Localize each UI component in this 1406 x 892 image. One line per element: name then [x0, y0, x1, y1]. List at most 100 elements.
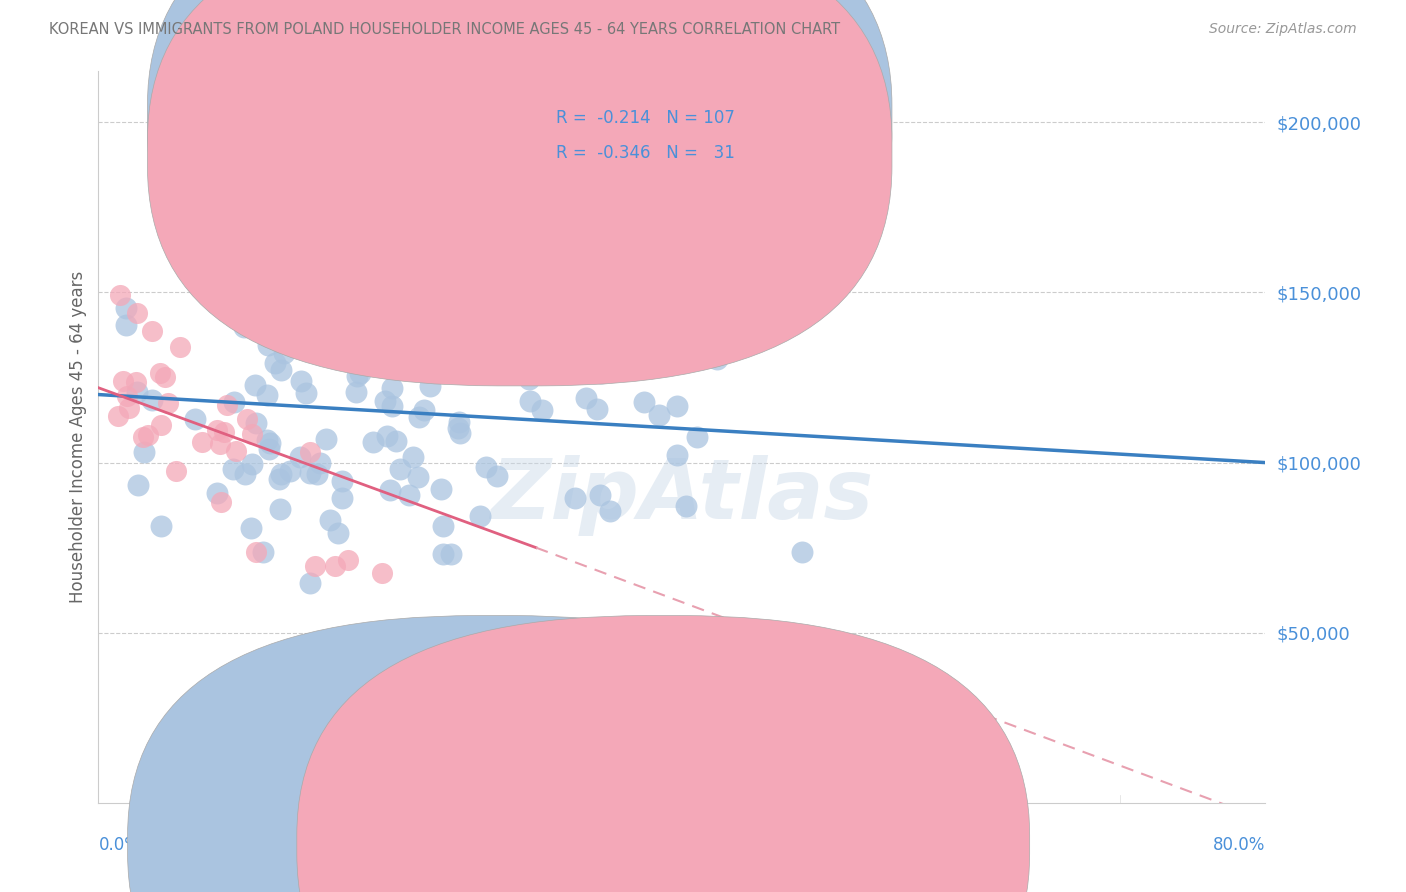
Point [118, 401, 141, 415]
Point [236, 411, 259, 425]
Point [326, 526, 349, 541]
Point [385, 434, 408, 448]
Point [245, 416, 267, 430]
Point [267, 472, 290, 486]
Point [432, 283, 454, 297]
Point [363, 314, 385, 328]
Point [370, 566, 392, 580]
Point [486, 469, 509, 483]
Point [136, 428, 159, 442]
Point [375, 429, 398, 443]
Point [444, 363, 467, 377]
Point [298, 445, 321, 459]
FancyBboxPatch shape [474, 87, 831, 183]
Point [337, 553, 360, 567]
FancyBboxPatch shape [128, 615, 860, 892]
Point [432, 518, 454, 533]
Text: ZipAtlas: ZipAtlas [491, 455, 873, 536]
Point [256, 387, 278, 401]
Point [484, 290, 506, 304]
FancyBboxPatch shape [297, 615, 1029, 892]
Point [686, 430, 709, 444]
Point [127, 306, 149, 320]
Point [169, 340, 191, 354]
Point [233, 467, 256, 482]
Point [453, 302, 475, 317]
FancyBboxPatch shape [148, 0, 891, 386]
Point [319, 513, 342, 527]
Point [332, 491, 354, 505]
Point [564, 491, 586, 506]
Text: Immigrants from Poland: Immigrants from Poland [688, 836, 887, 855]
Point [108, 288, 131, 302]
Point [440, 547, 463, 561]
Point [165, 464, 187, 478]
Point [214, 425, 236, 439]
Point [475, 459, 498, 474]
Point [115, 388, 138, 402]
Point [245, 545, 267, 559]
Text: 80.0%: 80.0% [1213, 836, 1265, 854]
Point [323, 559, 346, 574]
Point [588, 488, 610, 502]
Point [269, 501, 291, 516]
Point [419, 379, 441, 393]
Point [107, 409, 129, 423]
Point [330, 475, 353, 489]
Point [114, 318, 136, 333]
Text: Source: ZipAtlas.com: Source: ZipAtlas.com [1209, 22, 1357, 37]
Point [243, 378, 266, 392]
Point [675, 500, 697, 514]
Point [208, 436, 231, 450]
Point [297, 318, 319, 333]
Point [153, 369, 176, 384]
Point [361, 435, 384, 450]
Point [406, 469, 429, 483]
Point [305, 340, 328, 354]
Point [648, 408, 671, 422]
Point [402, 450, 425, 464]
Point [149, 367, 172, 381]
Point [149, 519, 172, 533]
Point [633, 395, 655, 409]
Point [290, 374, 312, 388]
Point [309, 457, 332, 471]
Point [381, 381, 404, 395]
Point [447, 415, 470, 429]
Point [374, 393, 396, 408]
Y-axis label: Householder Income Ages 45 - 64 years: Householder Income Ages 45 - 64 years [69, 271, 87, 603]
Text: Koreans: Koreans [519, 836, 585, 855]
Text: KOREAN VS IMMIGRANTS FROM POLAND HOUSEHOLDER INCOME AGES 45 - 64 YEARS CORRELATI: KOREAN VS IMMIGRANTS FROM POLAND HOUSEHO… [49, 22, 841, 37]
Point [257, 337, 280, 351]
Text: R =  -0.214   N = 107: R = -0.214 N = 107 [555, 109, 735, 128]
Point [706, 352, 728, 367]
Point [288, 450, 311, 465]
Point [299, 576, 322, 591]
Point [468, 294, 491, 309]
Point [666, 448, 689, 462]
Point [240, 458, 263, 472]
Point [184, 412, 207, 426]
Point [270, 363, 292, 377]
Point [349, 366, 371, 380]
Point [240, 427, 263, 442]
Point [295, 385, 318, 400]
Point [790, 544, 813, 558]
Point [259, 436, 281, 450]
Point [382, 358, 405, 372]
Point [449, 426, 471, 441]
Point [256, 433, 278, 447]
Point [381, 399, 404, 413]
Point [222, 462, 245, 476]
Point [464, 356, 486, 370]
Point [239, 521, 262, 535]
Point [344, 385, 367, 400]
Point [191, 434, 214, 449]
Point [454, 269, 477, 284]
Point [599, 503, 621, 517]
Point [257, 442, 280, 456]
Point [586, 402, 609, 417]
Point [661, 325, 683, 339]
Point [356, 310, 378, 325]
Point [316, 322, 339, 336]
